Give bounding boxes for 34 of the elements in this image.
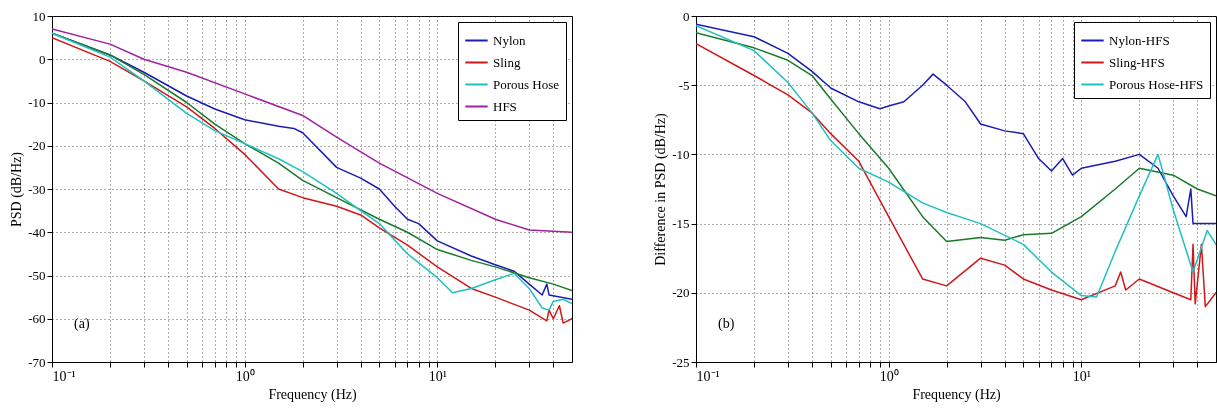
legend-label: Porous Hose-HFS [1109,76,1204,92]
legend-label: HFS [493,98,517,114]
y-tick-label: -25 [672,354,690,370]
x-axis-title: Frequency (Hz) [912,386,1001,403]
y-tick-label: -70 [28,354,46,370]
y-axis-title: Difference in PSD (dB/Hz) [653,112,670,266]
y-tick-label: -10 [28,95,46,110]
x-tick-label: 10⁻¹ [52,368,76,384]
y-tick-label: -5 [678,77,690,93]
legend-label: Sling-HFS [1109,54,1165,70]
annotation: (b) [718,316,735,332]
x-tick-label: 10⁻¹ [696,368,720,384]
y-tick-label: -20 [672,285,690,301]
legend-label: Nylon-HFS [1109,32,1170,48]
y-tick-label: 0 [39,51,46,67]
x-axis-title: Frequency (Hz) [268,386,357,403]
y-tick-label: -15 [672,216,690,232]
y-tick-label: -40 [28,224,46,240]
x-tick-label: 10⁰ [235,368,255,384]
x-tick-label: 10¹ [1072,368,1091,384]
annotation: (a) [74,316,90,332]
y-tick-label: 0 [683,8,690,24]
y-axis-title: PSD (dB/Hz) [9,151,26,228]
y-tick-label: 10 [32,8,46,24]
y-tick-label: -60 [28,311,46,327]
y-tick-label: -50 [28,268,46,283]
x-tick-label: 10¹ [428,368,447,384]
y-tick-label: -10 [672,146,690,162]
legend-label: Sling [493,54,521,70]
legend-label: Porous Hose [493,76,560,92]
legend-label: Nylon [493,32,526,48]
y-tick-label: -20 [28,138,46,154]
y-tick-label: -30 [28,181,46,197]
x-tick-label: 10⁰ [879,368,899,384]
